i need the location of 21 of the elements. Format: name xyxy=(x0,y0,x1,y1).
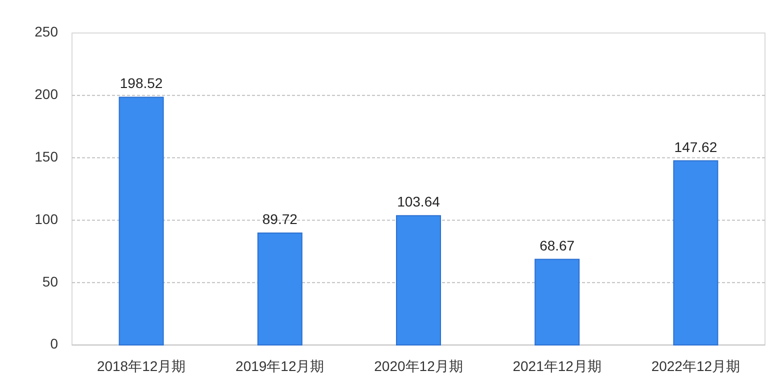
data-label: 147.62 xyxy=(674,138,718,155)
data-label: 68.67 xyxy=(540,237,575,254)
bar xyxy=(534,258,580,346)
bar xyxy=(257,232,302,346)
x-tick-label: 2022年12月期 xyxy=(651,358,740,374)
y-tick-label: 50 xyxy=(42,273,58,290)
bar xyxy=(118,96,164,346)
bar xyxy=(396,215,441,346)
x-tick-label: 2018年12月期 xyxy=(96,358,186,374)
x-tick-label: 2021年12月期 xyxy=(512,358,602,374)
x-tick-label: 2020年12月期 xyxy=(374,358,463,374)
y-tick-label: 100 xyxy=(34,210,58,227)
data-label: 103.64 xyxy=(397,194,440,210)
y-tick-label: 250 xyxy=(34,24,58,40)
x-tick-label: 2019年12月期 xyxy=(236,358,324,374)
data-label: 198.52 xyxy=(120,75,163,92)
y-tick-label: 200 xyxy=(34,86,58,102)
y-tick-label: 0 xyxy=(50,336,58,352)
y-tick-label: 150 xyxy=(34,148,58,165)
data-label: 89.72 xyxy=(262,211,298,228)
bar xyxy=(673,160,718,346)
